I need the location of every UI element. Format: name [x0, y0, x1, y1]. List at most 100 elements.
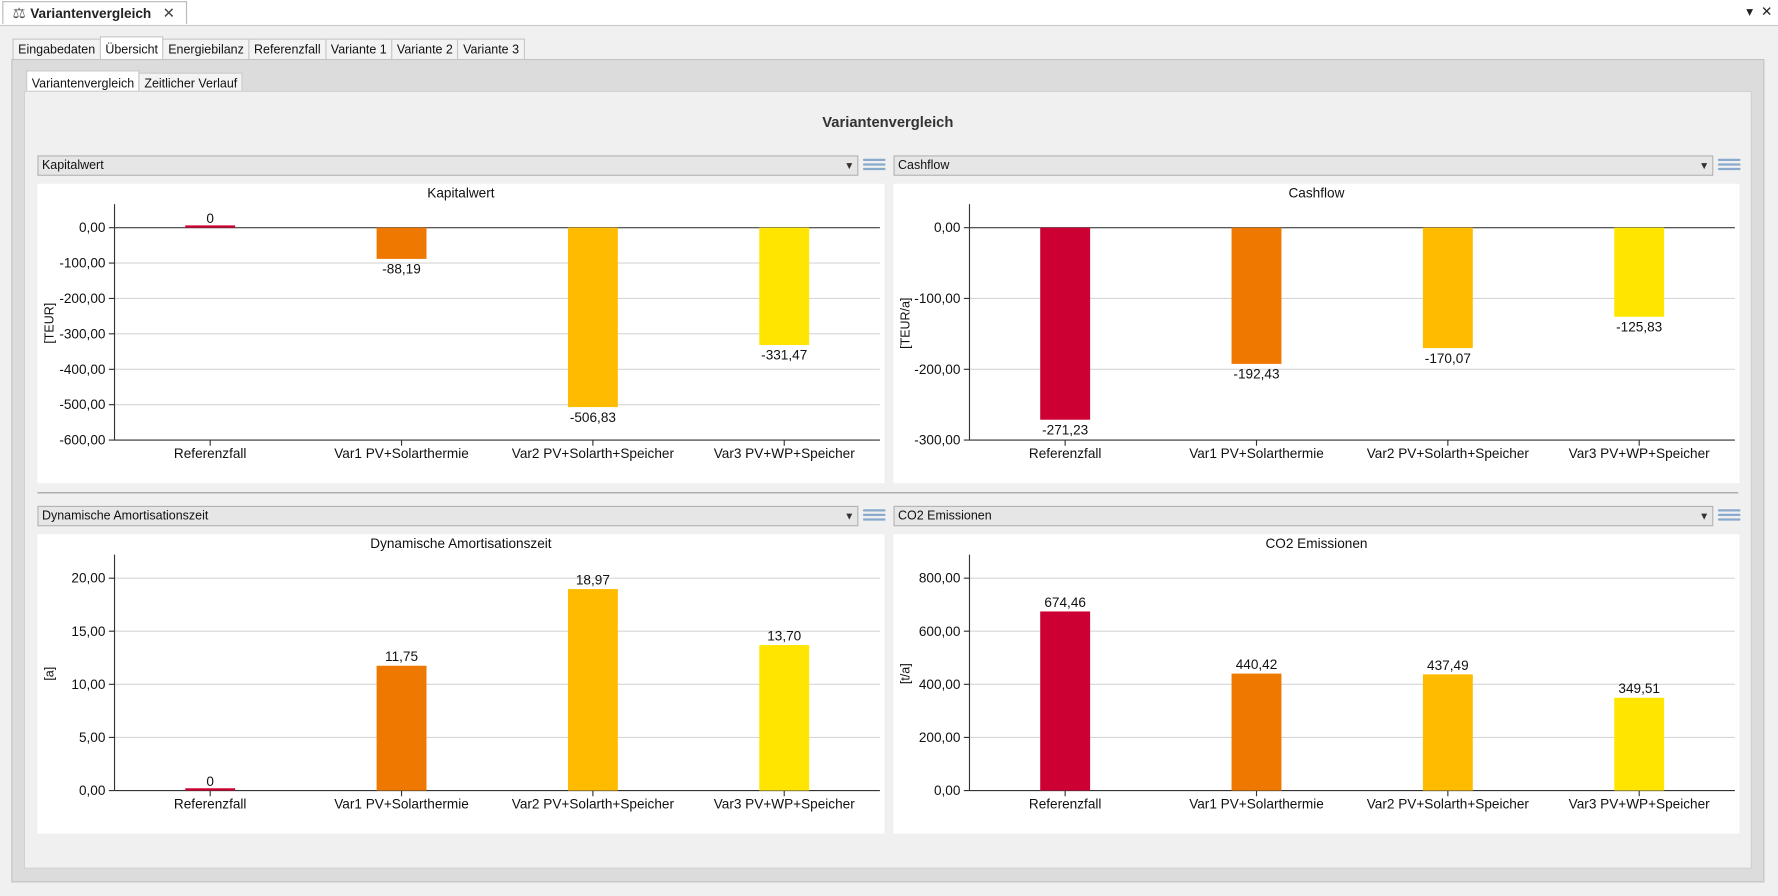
chart-selector-2[interactable]: Cashflow ▼ — [893, 155, 1714, 176]
bar — [759, 645, 810, 791]
chart-title: CO2 Emissionen — [1265, 536, 1367, 551]
tab-eingabedaten[interactable]: Eingabedaten — [12, 38, 101, 62]
x-tick-label: Var2 PV+Solarth+Speicher — [1367, 446, 1530, 461]
tab-energiebilanz[interactable]: Energiebilanz — [162, 38, 250, 62]
x-tick-label: Var3 PV+WP+Speicher — [1569, 797, 1710, 812]
x-tick-label: Var3 PV+WP+Speicher — [1569, 446, 1710, 461]
x-tick-label: Referenzfall — [174, 446, 247, 461]
x-tick-label: Var1 PV+Solarthermie — [1189, 797, 1324, 812]
chart-cashflow: Cashflow 0,00 -100,00 -200,00 -300,00 [TEUR/a… — [893, 183, 1740, 484]
bar — [1231, 673, 1282, 791]
y-tick-label: 5,00 — [79, 730, 106, 745]
x-tick-label: Var2 PV+Solarth+Speicher — [1367, 797, 1530, 812]
data-label: -125,83 — [1616, 319, 1662, 334]
y-tick-label: 200,00 — [919, 730, 961, 745]
y-tick-label: -400,00 — [59, 362, 106, 377]
close-tab-icon[interactable]: ✕ — [162, 3, 175, 21]
tab-variante-1[interactable]: Variante 1 — [325, 38, 393, 62]
bar — [1422, 227, 1473, 349]
chevron-down-icon: ▼ — [1699, 510, 1710, 522]
chart-title: Cashflow — [1289, 185, 1345, 200]
bar — [759, 227, 810, 346]
data-label: -88,19 — [382, 262, 421, 277]
data-label: 440,42 — [1236, 657, 1278, 672]
chart-co2-emissionen: CO2 Emissionen 0,00 200,00 400,00 600,00 800,… — [893, 534, 1740, 834]
x-tick-label: Referenzfall — [174, 797, 247, 812]
bar — [1231, 227, 1282, 364]
y-axis-label: [t/a] — [898, 663, 912, 684]
close-window-icon[interactable]: ✕ — [1760, 3, 1773, 20]
data-label: -271,23 — [1042, 422, 1088, 437]
bar — [567, 227, 618, 408]
view-menu-icon[interactable]: ▾ — [1746, 3, 1754, 20]
chart-title: Kapitalwert — [427, 185, 494, 200]
data-label: 349,51 — [1618, 681, 1660, 696]
chart-selector-1-value: Kapitalwert — [41, 158, 104, 173]
data-label: -192,43 — [1233, 367, 1279, 382]
bar — [185, 788, 236, 791]
divider — [37, 492, 1739, 494]
y-axis-label: [TEUR/a] — [898, 298, 912, 349]
y-tick-label: -100,00 — [914, 291, 961, 306]
tab-variante-3[interactable]: Variante 3 — [457, 38, 525, 62]
bar — [376, 665, 427, 791]
x-tick-label: Var2 PV+Solarth+Speicher — [512, 446, 675, 461]
y-tick-label: 10,00 — [71, 677, 105, 692]
chevron-down-icon: ▼ — [844, 159, 855, 172]
y-tick-label: 0,00 — [79, 220, 106, 235]
y-tick-label: 400,00 — [919, 677, 961, 692]
y-tick-label: -200,00 — [59, 291, 106, 306]
x-tick-label: Var1 PV+Solarthermie — [334, 446, 469, 461]
window-title: Variantenvergleich — [30, 5, 152, 21]
y-tick-label: -100,00 — [59, 256, 106, 271]
list-menu-icon[interactable] — [862, 157, 886, 175]
list-menu-icon[interactable] — [1717, 507, 1741, 525]
x-tick-label: Var3 PV+WP+Speicher — [714, 446, 855, 461]
chevron-down-icon: ▼ — [1699, 159, 1710, 172]
chart-amortisationszeit: Dynamische Amortisationszeit 0,00 5,00 10,0… — [37, 534, 885, 834]
chart-selector-2-value: Cashflow — [898, 158, 950, 173]
page-title: Variantenvergleich — [822, 113, 954, 131]
y-tick-label: 600,00 — [919, 624, 961, 639]
data-label: -506,83 — [570, 410, 616, 425]
y-axis-label: [TEUR] — [42, 303, 56, 344]
bar — [567, 589, 618, 791]
bar — [1614, 227, 1665, 317]
y-tick-label: -300,00 — [914, 433, 961, 448]
data-label: -170,07 — [1425, 351, 1471, 366]
x-tick-label: Var2 PV+Solarth+Speicher — [512, 797, 675, 812]
data-label: 13,70 — [767, 629, 801, 644]
bar — [1614, 697, 1665, 791]
chart-selector-4[interactable]: CO2 Emissionen ▼ — [893, 505, 1714, 527]
main-tabs: Eingabedaten Übersicht Energiebilanz Ref… — [12, 36, 525, 62]
tab-uebersicht[interactable]: Übersicht — [99, 36, 164, 62]
chart-selector-4-value: CO2 Emissionen — [898, 509, 992, 523]
data-label: -331,47 — [761, 348, 807, 363]
y-tick-label: 15,00 — [71, 624, 105, 639]
tab-variante-2[interactable]: Variante 2 — [391, 38, 459, 62]
chevron-down-icon: ▼ — [844, 510, 855, 522]
y-tick-label: 20,00 — [71, 571, 105, 586]
list-menu-icon[interactable] — [1717, 157, 1741, 175]
data-label: 18,97 — [576, 573, 610, 588]
tab-referenzfall[interactable]: Referenzfall — [248, 38, 327, 62]
x-tick-label: Referenzfall — [1029, 797, 1102, 812]
data-label: 674,46 — [1044, 595, 1086, 610]
y-tick-label: 800,00 — [919, 571, 961, 586]
chart-selector-3-value: Dynamische Amortisationszeit — [41, 509, 209, 523]
window-tab[interactable]: ⚖ Variantenvergleich ✕ — [2, 1, 188, 24]
y-tick-label: -300,00 — [59, 326, 106, 341]
data-label: 0 — [206, 774, 214, 789]
x-tick-label: Var1 PV+Solarthermie — [334, 797, 469, 812]
bar — [1422, 674, 1473, 791]
bar — [1040, 227, 1091, 420]
list-menu-icon[interactable] — [862, 507, 886, 525]
x-tick-label: Var3 PV+WP+Speicher — [714, 797, 855, 812]
y-tick-label: -500,00 — [59, 397, 106, 412]
chart-selector-1[interactable]: Kapitalwert ▼ — [37, 155, 859, 176]
y-tick-label: 0,00 — [79, 783, 106, 798]
bar — [185, 225, 236, 228]
chart-selector-3[interactable]: Dynamische Amortisationszeit ▼ — [37, 505, 859, 527]
chart-kapitalwert: Kapitalwert 0,00 -100,00 -200,00 -300,00 -400… — [37, 183, 885, 484]
data-label: 437,49 — [1427, 658, 1469, 673]
